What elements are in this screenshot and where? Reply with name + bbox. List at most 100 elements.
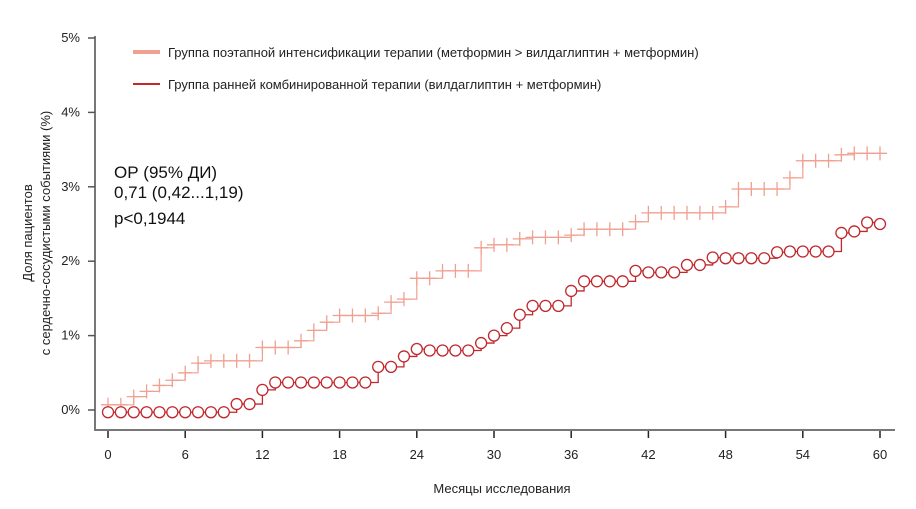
data-point-circle bbox=[848, 225, 861, 238]
y-tick-label: 2% bbox=[61, 253, 80, 268]
data-point-circle bbox=[809, 245, 822, 258]
data-point-plus bbox=[216, 353, 231, 368]
data-point-circle bbox=[384, 360, 398, 373]
data-point-circle bbox=[680, 258, 694, 272]
data-point-plus bbox=[358, 308, 373, 323]
data-point-circle bbox=[114, 406, 128, 419]
data-point-circle bbox=[487, 329, 501, 342]
data-point-circle bbox=[783, 245, 797, 258]
data-point-circle bbox=[320, 376, 333, 389]
legend: Группа поэтапной интенсификации терапии … bbox=[133, 45, 699, 92]
axes bbox=[94, 36, 895, 431]
data-point-plus bbox=[512, 231, 527, 246]
data-point-circle bbox=[629, 264, 642, 278]
data-point-circle bbox=[256, 383, 269, 397]
data-point-circle bbox=[642, 266, 655, 279]
data-point-circle bbox=[719, 252, 732, 265]
data-point-circle bbox=[526, 299, 539, 312]
data-point-circle bbox=[667, 266, 681, 279]
data-point-circle bbox=[770, 246, 784, 259]
annotation-hr-value: 0,71 (0,42...1,19) bbox=[114, 183, 243, 202]
data-point-circle bbox=[217, 406, 230, 419]
data-point-circle bbox=[616, 275, 629, 288]
data-point-circle bbox=[397, 350, 411, 363]
data-point-plus bbox=[847, 146, 862, 161]
data-point-circle bbox=[127, 406, 140, 419]
data-point-plus bbox=[448, 263, 463, 278]
data-point-plus bbox=[589, 222, 604, 237]
data-point-circle bbox=[577, 275, 591, 288]
data-point-circle bbox=[230, 397, 243, 411]
data-point-plus bbox=[757, 182, 772, 197]
data-point-plus bbox=[873, 146, 887, 161]
data-point-circle bbox=[436, 344, 449, 357]
data-point-circle bbox=[269, 376, 282, 389]
x-tick-label: 24 bbox=[410, 447, 424, 462]
data-point-circle bbox=[281, 376, 295, 389]
data-point-plus bbox=[422, 271, 437, 286]
data-point-circle bbox=[758, 252, 771, 265]
data-point-plus bbox=[371, 306, 386, 321]
data-point-circle bbox=[166, 406, 179, 419]
x-tick-label: 18 bbox=[332, 447, 346, 462]
data-point-plus bbox=[628, 214, 643, 229]
data-point-plus bbox=[268, 340, 283, 355]
data-point-circle bbox=[410, 342, 423, 356]
data-point-circle bbox=[294, 376, 308, 389]
data-point-circle bbox=[860, 216, 874, 229]
data-point-plus bbox=[461, 263, 476, 278]
data-point-plus bbox=[396, 292, 411, 307]
data-point-circle bbox=[655, 266, 668, 279]
data-point-plus bbox=[255, 340, 270, 355]
data-point-circle bbox=[873, 217, 887, 231]
x-ticks: 0 6 12 18 24 30 36 42 48 54 60 bbox=[104, 431, 887, 462]
data-point-circle bbox=[333, 376, 346, 389]
data-point-circle bbox=[565, 284, 578, 298]
data-point-plus bbox=[435, 263, 450, 278]
data-point-plus bbox=[499, 237, 514, 252]
data-point-plus bbox=[654, 205, 669, 220]
data-point-circle bbox=[552, 299, 565, 312]
data-point-plus bbox=[229, 353, 244, 368]
data-point-plus bbox=[744, 182, 759, 197]
data-point-plus bbox=[538, 230, 553, 245]
data-point-plus bbox=[667, 205, 682, 220]
x-tick-label: 12 bbox=[255, 447, 269, 462]
data-point-plus bbox=[242, 353, 257, 368]
data-point-circle bbox=[500, 322, 514, 335]
data-point-plus bbox=[345, 308, 360, 323]
data-point-plus bbox=[139, 384, 154, 399]
data-point-circle bbox=[243, 397, 256, 411]
x-tick-label: 60 bbox=[873, 447, 887, 462]
data-point-plus bbox=[152, 378, 167, 393]
data-point-circle bbox=[693, 258, 707, 272]
data-point-plus bbox=[834, 147, 849, 162]
data-point-plus bbox=[409, 271, 424, 286]
y-tick-label: 0% bbox=[61, 402, 80, 417]
data-point-plus bbox=[795, 153, 810, 168]
data-point-plus bbox=[384, 295, 399, 310]
data-point-circle bbox=[153, 406, 166, 419]
y-axis-label-line1: Доля пациентов bbox=[20, 184, 35, 282]
data-point-circle bbox=[835, 226, 848, 240]
data-point-circle bbox=[179, 406, 192, 419]
data-point-circle bbox=[539, 299, 552, 312]
y-ticks: 0% 1% 2% 3% 4% 5% bbox=[61, 30, 95, 417]
data-point-plus bbox=[577, 222, 592, 237]
data-point-plus bbox=[705, 205, 720, 220]
data-point-plus bbox=[731, 182, 746, 197]
data-point-circle bbox=[462, 344, 475, 357]
x-tick-label: 54 bbox=[796, 447, 810, 462]
data-point-plus bbox=[191, 356, 206, 371]
data-point-circle bbox=[474, 336, 488, 350]
data-point-circle bbox=[307, 376, 321, 389]
data-point-plus bbox=[165, 373, 180, 388]
data-point-plus bbox=[319, 315, 334, 330]
y-tick-label: 4% bbox=[61, 104, 80, 119]
data-point-circle bbox=[204, 406, 218, 419]
data-point-plus bbox=[718, 199, 733, 214]
data-point-circle bbox=[513, 308, 526, 321]
data-point-plus bbox=[770, 182, 785, 197]
data-point-circle bbox=[732, 252, 745, 265]
stats-annotation: ОР (95% ДИ) 0,71 (0,42...1,19) p<0,1944 bbox=[114, 163, 243, 228]
